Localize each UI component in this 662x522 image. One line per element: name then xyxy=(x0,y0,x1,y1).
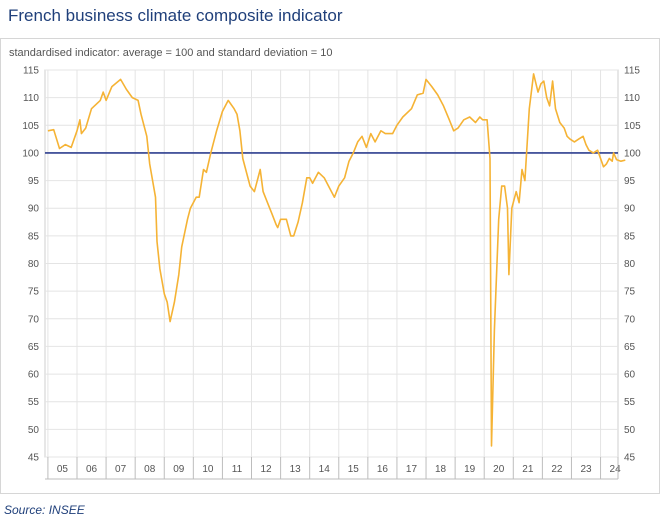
x-tick-label: 05 xyxy=(57,464,69,475)
y-tick-label-left: 100 xyxy=(22,148,39,159)
chart-grid xyxy=(44,69,619,458)
x-tick-label: 07 xyxy=(115,464,127,475)
y-tick-label-right: 70 xyxy=(624,314,636,325)
x-tick-label: 17 xyxy=(406,464,418,475)
x-tick-label: 23 xyxy=(580,464,592,475)
y-tick-label-left: 55 xyxy=(28,397,40,408)
chart-panel: standardised indicator: average = 100 an… xyxy=(0,38,660,494)
y-tick-label-left: 110 xyxy=(23,93,39,104)
y-tick-label-left: 50 xyxy=(28,425,40,436)
x-tick-label: 09 xyxy=(173,464,185,475)
y-tick-label-right: 50 xyxy=(624,425,636,436)
y-tick-label-right: 95 xyxy=(624,176,636,187)
y-tick-label-right: 100 xyxy=(624,148,641,159)
x-tick-label: 12 xyxy=(260,464,272,475)
y-tick-label-left: 95 xyxy=(28,176,40,187)
chart-title: French business climate composite indica… xyxy=(8,6,343,25)
y-tick-label-right: 45 xyxy=(624,453,636,464)
x-tick-label: 16 xyxy=(377,464,389,475)
x-tick-label: 14 xyxy=(319,464,331,475)
series-line-business-climate xyxy=(47,73,626,447)
x-tick-label: 18 xyxy=(435,464,447,475)
y-tick-label-right: 65 xyxy=(624,342,636,353)
y-axis-left: 45 50 55 60 65 70 75 80 85 90 95 100 105 110 115 xyxy=(22,66,39,464)
x-tick-label: 15 xyxy=(348,464,360,475)
source-note: Source: INSEE xyxy=(4,503,85,517)
y-tick-label-right: 90 xyxy=(624,204,636,215)
y-tick-label-left: 115 xyxy=(23,66,39,77)
x-tick-label: 08 xyxy=(144,464,156,475)
y-tick-label-left: 105 xyxy=(22,121,39,132)
y-tick-label-right: 55 xyxy=(624,397,636,408)
x-tick-label: 19 xyxy=(464,464,476,475)
x-tick-label: 22 xyxy=(551,464,563,475)
y-tick-label-right: 60 xyxy=(624,370,636,381)
y-tick-label-right: 110 xyxy=(624,93,640,104)
x-tick-label: 21 xyxy=(522,464,534,475)
y-axis-right: 45 50 55 60 65 70 75 80 85 90 95 100 105 110 115 xyxy=(624,66,641,464)
y-tick-label-left: 70 xyxy=(28,314,40,325)
y-tick-label-left: 75 xyxy=(28,287,40,298)
y-tick-label-left: 90 xyxy=(28,204,40,215)
x-axis: 05 06 07 08 09 10 11 12 13 14 15 16 17 18 19 20 21 22 23 24 xyxy=(45,457,622,480)
y-tick-label-left: 60 xyxy=(28,370,40,381)
x-tick-label: 11 xyxy=(232,464,243,475)
series-group xyxy=(47,73,626,447)
x-tick-label: 13 xyxy=(290,464,302,475)
y-tick-label-right: 85 xyxy=(624,231,636,242)
x-tick-label: 20 xyxy=(493,464,505,475)
x-tick-label: 06 xyxy=(86,464,98,475)
y-tick-label-right: 75 xyxy=(624,287,636,298)
chart-subtitle: standardised indicator: average = 100 an… xyxy=(9,47,333,59)
y-tick-label-left: 85 xyxy=(28,231,40,242)
y-tick-label-right: 105 xyxy=(624,121,641,132)
x-tick-label: 10 xyxy=(202,464,214,475)
y-tick-label-left: 45 xyxy=(28,453,40,464)
y-tick-label-right: 115 xyxy=(624,66,640,77)
y-tick-label-left: 80 xyxy=(28,259,40,270)
x-tick-label: 24 xyxy=(610,464,622,475)
y-tick-label-left: 65 xyxy=(28,342,40,353)
y-tick-label-right: 80 xyxy=(624,259,636,270)
